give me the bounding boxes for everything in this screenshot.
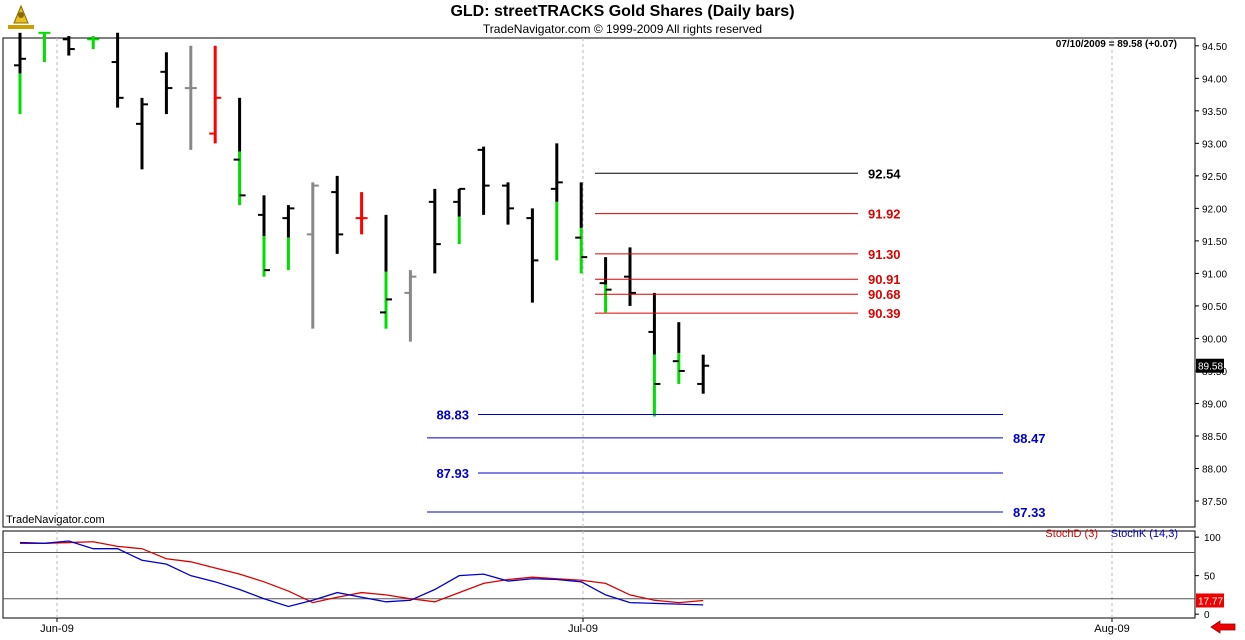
price-bar <box>282 205 295 271</box>
chart-header: GLD: streetTRACKS Gold Shares (Daily bar… <box>0 0 1245 38</box>
price-bar <box>526 208 539 303</box>
price-bar <box>453 187 466 245</box>
level-label: 92.54 <box>868 166 901 181</box>
level-label: 88.83 <box>436 408 469 423</box>
price-tick-label: 94.00 <box>1202 74 1227 85</box>
last-price-label: 89.58 <box>1198 362 1223 373</box>
date-tick-label: Jun-09 <box>40 623 74 635</box>
price-bar <box>697 354 710 394</box>
price-bars <box>14 31 710 417</box>
price-tick-label: 90.00 <box>1202 334 1227 345</box>
chart-frame <box>2 37 1196 619</box>
trade-navigator-logo-icon <box>8 4 34 29</box>
stoch-tick-label: 0 <box>1204 610 1210 621</box>
level-label: 90.91 <box>868 272 901 287</box>
chart-title: GLD: streetTRACKS Gold Shares (Daily bar… <box>450 3 795 20</box>
price-tick-label: 93.50 <box>1202 107 1227 118</box>
scroll-arrow-icon[interactable] <box>1209 620 1237 634</box>
stochk-legend: StochK (14,3) <box>1111 528 1178 540</box>
price-tick-label: 91.50 <box>1202 237 1227 248</box>
price-bar <box>624 247 636 306</box>
date-axis: Jun-09 Jul-09 Aug-09 <box>40 618 1130 635</box>
price-bar <box>550 143 563 261</box>
price-bar <box>404 270 417 342</box>
last-price-box <box>1196 358 1224 373</box>
price-bar <box>477 146 490 215</box>
price-tick-label: 88.50 <box>1202 432 1227 443</box>
price-bar <box>575 182 588 274</box>
price-bar <box>331 175 344 254</box>
price-bar <box>672 322 685 384</box>
price-bar <box>306 182 319 329</box>
price-tick-label: 90.50 <box>1202 302 1227 313</box>
stoch-panel-border <box>2 530 1196 619</box>
level-label: 87.93 <box>436 466 469 481</box>
price-bar <box>111 32 124 108</box>
date-tick-label: Aug-09 <box>1094 623 1129 635</box>
watermark-text: TradeNavigator.com <box>6 514 105 526</box>
level-label: 90.39 <box>868 306 901 321</box>
price-bar <box>502 182 514 225</box>
stochd-legend: StochD (3) <box>1045 528 1098 540</box>
price-tick-label: 89.00 <box>1202 399 1227 410</box>
stoch-last-box <box>1196 593 1224 608</box>
price-tick-label: 93.00 <box>1202 139 1227 150</box>
price-bar <box>62 36 75 56</box>
price-bar <box>599 257 612 313</box>
level-label: 88.47 <box>1013 431 1046 446</box>
chart-subtitle: TradeNavigator.com © 1999-2009 All right… <box>482 22 763 36</box>
last-quote-label: 07/10/2009 = 89.58 (+0.07) <box>1056 39 1177 50</box>
price-bar <box>160 52 173 115</box>
price-bar <box>209 45 222 144</box>
price-bar <box>87 36 100 50</box>
price-tick-label: 91.00 <box>1202 269 1227 280</box>
price-bar <box>648 292 661 417</box>
stoch-tick-label: 100 <box>1204 533 1221 544</box>
level-label: 87.33 <box>1013 505 1046 520</box>
vertical-gridlines <box>56 38 1113 618</box>
price-axis: 94.50 94.00 93.50 93.00 92.50 92.00 91.50 91.00… <box>1195 42 1227 508</box>
price-tick-label: 94.50 <box>1202 42 1227 53</box>
price-bar <box>428 188 441 274</box>
level-label: 91.92 <box>868 207 901 222</box>
price-tick-label: 92.50 <box>1202 172 1227 183</box>
price-panel-border <box>2 37 1196 528</box>
price-tick-label: 88.00 <box>1202 464 1227 475</box>
stoch-series-line <box>20 541 704 604</box>
price-tick-label: 87.50 <box>1202 497 1227 508</box>
stoch-series-line <box>19 540 704 608</box>
stoch-last-label: 17.77 <box>1198 596 1223 607</box>
price-bar <box>38 31 51 63</box>
level-label: 91.30 <box>868 247 901 262</box>
price-bar <box>233 97 246 206</box>
price-tick-label: 92.00 <box>1202 204 1227 215</box>
price-bar <box>14 32 26 115</box>
price-bar <box>380 214 392 329</box>
price-bar <box>136 97 148 170</box>
stochastic-panel: 100 50 0 17.77 <box>3 533 1224 621</box>
level-label: 90.68 <box>868 287 901 302</box>
price-bar <box>355 192 368 235</box>
price-bar <box>184 45 197 150</box>
date-tick-label: Jul-09 <box>568 623 598 635</box>
stoch-tick-label: 50 <box>1204 572 1216 583</box>
price-bar <box>258 195 270 277</box>
